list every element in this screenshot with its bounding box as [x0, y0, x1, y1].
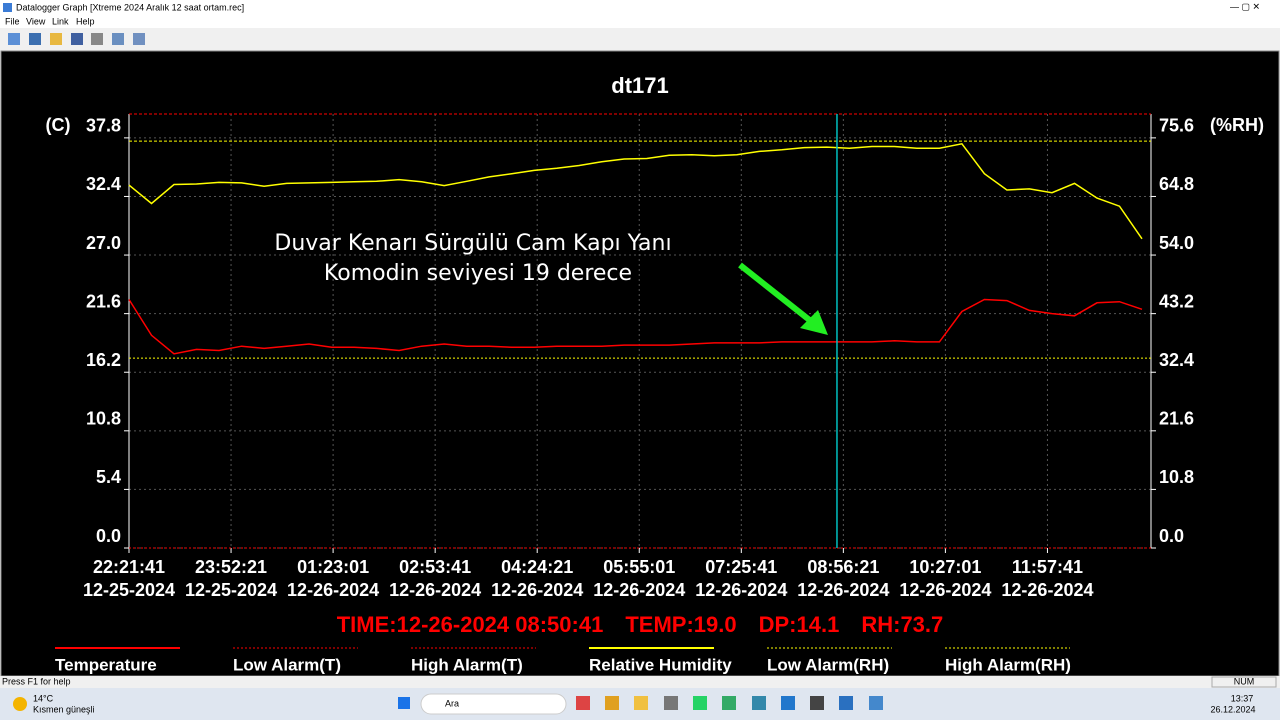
y2-tick-label: 32.4 [1159, 350, 1194, 370]
y2-tick-label: 0.0 [1159, 526, 1184, 546]
search-box[interactable] [420, 693, 567, 715]
readout-label: DP: [759, 612, 797, 637]
x-tick-sublabel: 12-26-2024 [797, 580, 889, 600]
annotation-arrow [738, 262, 828, 335]
x-tick-label: 23:52:21 [195, 557, 267, 577]
clock-time[interactable]: 13:37 [1231, 693, 1254, 703]
legend-label: Low Alarm(T) [233, 655, 341, 674]
status-bar [0, 676, 1280, 688]
y-tick-label: 21.6 [86, 291, 121, 311]
x-tick-sublabel: 12-26-2024 [695, 580, 787, 600]
legend: Temperature Low Alarm(T) High Alarm(T) Rela… [55, 647, 1071, 674]
legend-label: Temperature [55, 655, 157, 674]
x-tick-label: 10:27:01 [909, 557, 981, 577]
x-tick-sublabel: 12-26-2024 [899, 580, 991, 600]
chart-panel [0, 50, 1280, 677]
x-tick-label: 11:57:41 [1012, 557, 1083, 577]
legend-label: Low Alarm(RH) [767, 655, 889, 674]
y-tick-label: 5.4 [96, 467, 121, 487]
y2-tick-label: 43.2 [1159, 291, 1194, 311]
y-tick-label: 37.8 [86, 116, 121, 136]
y2-tick-label: 75.6 [1159, 116, 1194, 136]
readout-value: 19.0 [694, 612, 737, 637]
cursor-readout: TIME:12-26-2024 08:50:41 TEMP:19.0 DP:14.1… [337, 612, 944, 637]
y-tick-label: 0.0 [96, 526, 121, 546]
readout-label: TIME: [337, 612, 397, 637]
readout-label: RH: [861, 612, 900, 637]
menu-item[interactable]: Link [52, 16, 69, 26]
legend-label: High Alarm(T) [411, 655, 523, 674]
app-icon [3, 3, 12, 12]
title-bar [0, 0, 1280, 14]
y-tick-label: 16.2 [86, 350, 121, 370]
status-pane [1211, 676, 1277, 688]
x-tick-label: 01:23:01 [297, 557, 369, 577]
window-controls[interactable]: — ▢ ✕ [1230, 1, 1260, 11]
plot: 0.0 5.4 10.8 16.2 21.6 27.0 32.4 37.8 0.0 10.8 21.… [83, 113, 1194, 600]
legend-label: High Alarm(RH) [945, 655, 1071, 674]
clock-date[interactable]: 26.12.2024 [1210, 704, 1255, 714]
x-tick-sublabel: 12-25-2024 [185, 580, 277, 600]
y-tick-label: 32.4 [86, 174, 121, 194]
menu-item[interactable]: Help [76, 16, 95, 26]
annotation: Komodin seviyesi 19 derece [324, 261, 632, 286]
series-line [128, 142, 1143, 240]
legend-label: Relative Humidity [589, 655, 732, 674]
status-num: NUM [1234, 676, 1255, 686]
readout-value: 73.7 [900, 612, 943, 637]
x-tick-label: 04:24:21 [501, 557, 573, 577]
search-text: Ara [445, 698, 459, 708]
x-tick-label: 08:56:21 [807, 557, 879, 577]
series-line [128, 298, 1143, 355]
y-axis-label: (C) [46, 115, 71, 135]
x-tick-label: 02:53:41 [399, 557, 471, 577]
x-tick-sublabel: 12-25-2024 [83, 580, 175, 600]
y2-tick-label: 10.8 [1159, 467, 1194, 487]
readout-label: TEMP: [625, 612, 693, 637]
y-tick-label: 10.8 [86, 409, 121, 429]
x-tick-label: 22:21:41 [93, 557, 165, 577]
x-tick-sublabel: 12-26-2024 [389, 580, 481, 600]
weather-temp[interactable]: 14°C [33, 693, 54, 703]
menu-item[interactable]: View [26, 16, 46, 26]
weather-text[interactable]: Kısmen güneşli [33, 704, 95, 714]
readout-value: 14.1 [797, 612, 840, 637]
window-title: Datalogger Graph [Xtreme 2024 Aralık 12 … [16, 2, 244, 12]
x-tick-sublabel: 12-26-2024 [287, 580, 379, 600]
x-tick-sublabel: 12-26-2024 [1001, 580, 1093, 600]
chart-title: dt171 [611, 73, 668, 98]
status-text: Press F1 for help [2, 676, 71, 686]
menu-item[interactable]: File [5, 16, 20, 26]
readout-value: 12-26-2024 08:50:41 [397, 612, 604, 637]
x-tick-label: 05:55:01 [603, 557, 675, 577]
x-tick-sublabel: 12-26-2024 [491, 580, 583, 600]
x-tick-label: 07:25:41 [705, 557, 777, 577]
annotation: Duvar Kenarı Sürgülü Cam Kapı Yanı [274, 231, 671, 256]
y2-axis-label: (%RH) [1210, 115, 1264, 135]
start-button[interactable] [398, 697, 410, 709]
weather-icon[interactable] [13, 697, 27, 711]
y2-tick-label: 54.0 [1159, 233, 1194, 253]
toolbar [0, 28, 1280, 50]
menu-bar [0, 14, 1280, 28]
y2-tick-label: 21.6 [1159, 409, 1194, 429]
taskbar-apps[interactable] [576, 696, 883, 710]
y2-tick-label: 64.8 [1159, 174, 1194, 194]
y-tick-label: 27.0 [86, 233, 121, 253]
toolbar-buttons[interactable] [8, 33, 145, 45]
x-tick-sublabel: 12-26-2024 [593, 580, 685, 600]
